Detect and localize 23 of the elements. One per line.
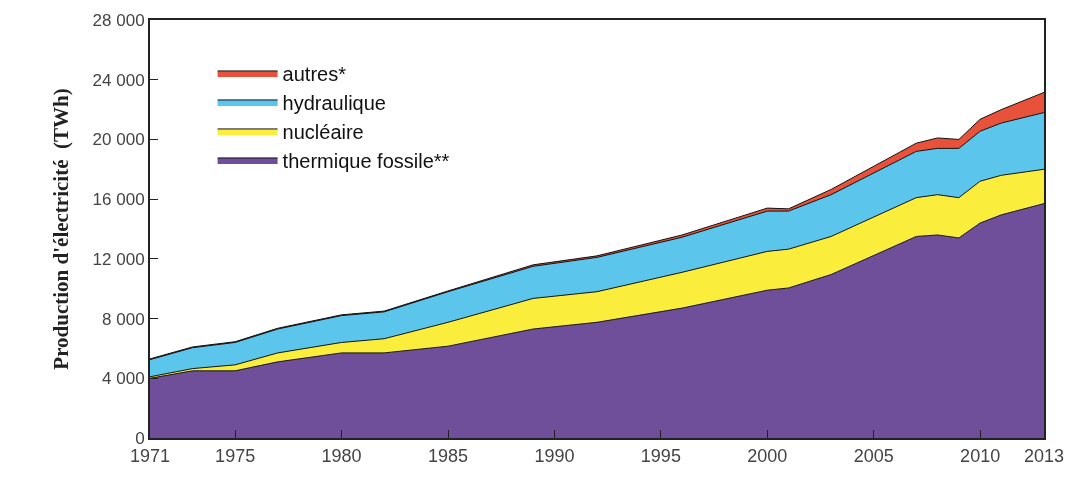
y-tick-label: 8 000	[102, 309, 145, 329]
y-tick-label: 20 000	[92, 130, 145, 150]
y-tick-label: 24 000	[92, 70, 145, 90]
y-tick-label: 0	[135, 428, 145, 448]
y-axis-title: Production d'électricité (TWh)	[49, 88, 74, 370]
x-tick-label: 2000	[747, 445, 788, 466]
x-tick-label: 1975	[215, 445, 256, 466]
x-tick-label: 1995	[640, 445, 681, 466]
legend-label: thermique fossile**	[282, 149, 450, 172]
legend-label: autres*	[282, 62, 347, 85]
x-tick-label: 1985	[427, 445, 469, 466]
y-tick-label: 4 000	[102, 369, 145, 389]
y-tick-label: 28 000	[92, 10, 145, 30]
y-tick-label: 12 000	[92, 249, 145, 269]
x-tick-label: 1971	[129, 445, 171, 466]
x-tick-label: 1980	[321, 445, 362, 466]
legend-label: hydraulique	[282, 91, 386, 114]
x-tick-label: 1990	[534, 445, 575, 466]
x-tick-label: 2013	[1023, 445, 1065, 466]
x-tick-label: 2010	[960, 445, 1001, 466]
y-tick-label: 16 000	[92, 190, 145, 210]
x-tick-label: 2005	[853, 445, 894, 466]
legend-label: nucléaire	[282, 120, 364, 143]
